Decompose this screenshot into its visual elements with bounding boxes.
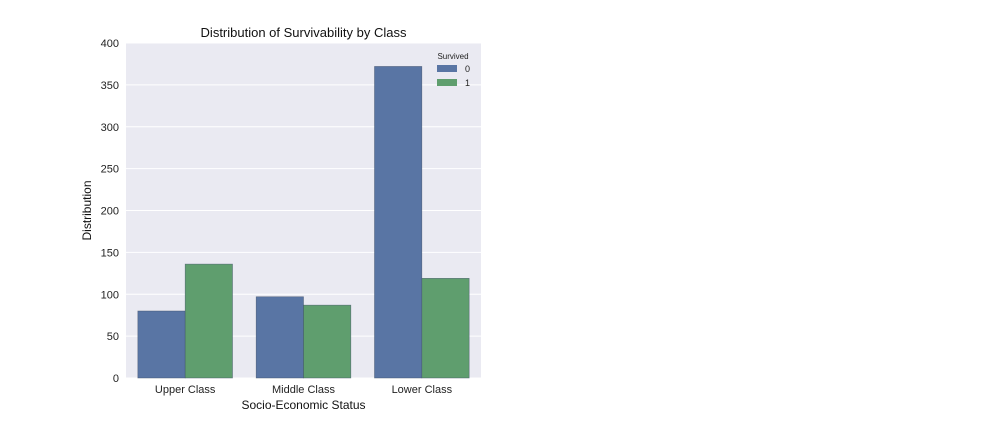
bars [137,66,470,379]
bar [184,263,233,379]
bar [421,278,470,379]
y-tick-label: 0 [113,373,119,385]
y-tick-labels: 0 50 100 150 200 250 300 350 400 [101,38,119,385]
legend-label: 1 [465,78,470,88]
y-tick-label: 250 [101,164,119,176]
x-tick-labels: Upper Class Middle Class Lower Class [155,384,453,396]
legend-swatch [437,65,457,72]
y-axis-label: Distribution [80,180,94,240]
x-tick-label: Middle Class [272,384,335,396]
bar [137,310,186,379]
bar [374,66,423,379]
legend-swatch [437,79,457,86]
y-tick-label: 200 [101,206,119,218]
y-tick-label: 300 [101,122,119,134]
bar [255,296,304,379]
y-tick-label: 150 [101,247,119,259]
chart-title: Distribution of Survivability by Class [201,25,407,40]
y-tick-label: 50 [107,331,119,343]
y-tick-label: 350 [101,80,119,92]
x-tick-label: Upper Class [155,384,216,396]
bar [303,304,352,379]
x-tick-label: Lower Class [392,384,453,396]
y-tick-label: 100 [101,289,119,301]
y-tick-label: 400 [101,38,119,50]
legend: Survived 0 1 [437,52,470,88]
legend-title: Survived [437,52,468,61]
x-axis-label: Socio-Economic Status [241,398,365,412]
legend-label: 0 [465,64,470,74]
